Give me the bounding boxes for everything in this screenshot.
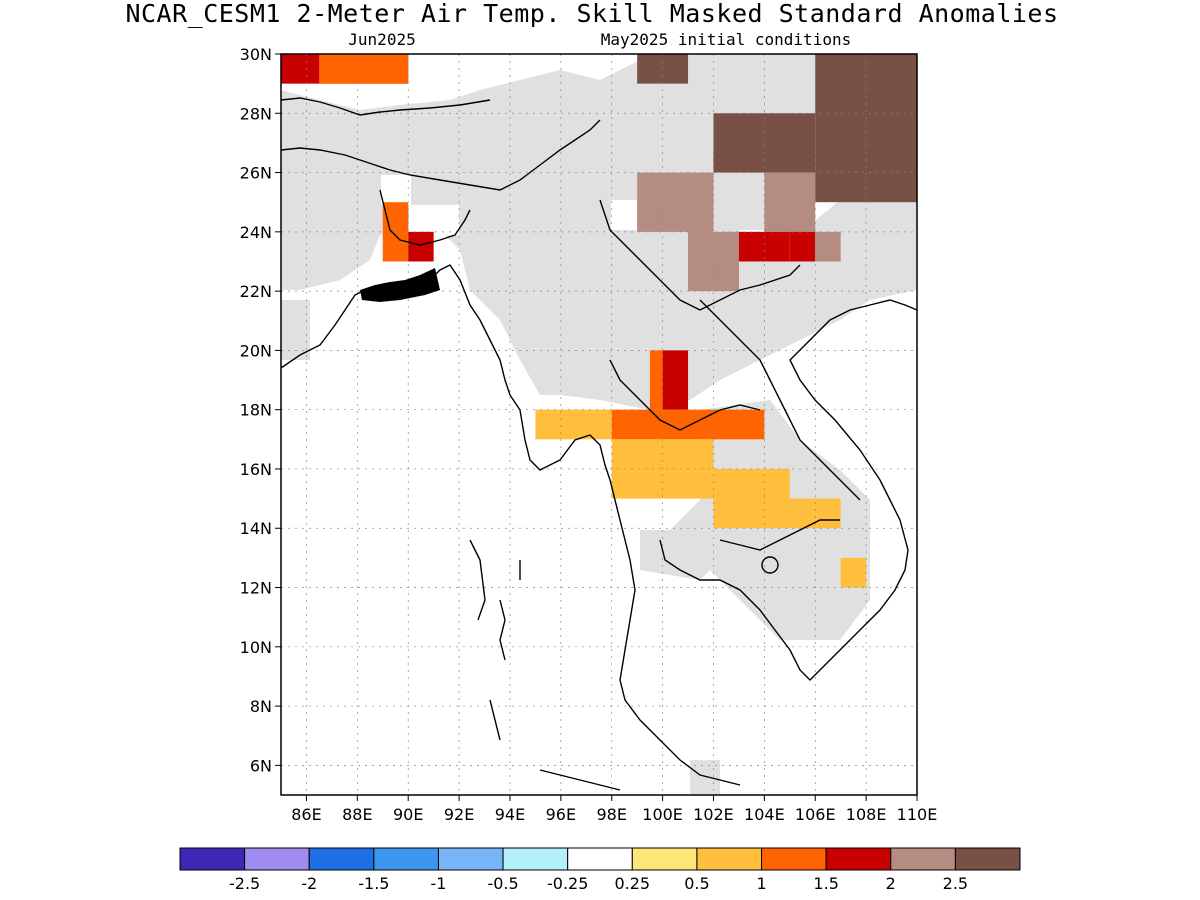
x-tick-label: 100E xyxy=(642,805,683,824)
colorbar-swatch xyxy=(308,847,375,871)
x-tick-label: 88E xyxy=(342,805,372,824)
colorbar-swatch xyxy=(890,847,956,871)
colorbar-swatch xyxy=(696,847,763,871)
colorbar: -2.5 -2 -1.5 -1 -0.5 -0.25 0.25 0.5 1 1.5 2 2.5 xyxy=(179,847,1021,893)
colorbar-label: -0.5 xyxy=(487,874,518,893)
target-month-label: Jun2025 xyxy=(348,30,415,49)
colorbar-swatch xyxy=(437,847,504,871)
anomaly-region-7 xyxy=(535,409,612,440)
colorbar-swatch xyxy=(567,847,633,871)
colorbar-swatch xyxy=(244,847,310,871)
x-tick-label: 90E xyxy=(393,805,423,824)
x-tick-label: 108E xyxy=(846,805,887,824)
anomaly-region-12 xyxy=(637,172,714,232)
map-title: NCAR_CESM1 2-Meter Air Temp. Skill Maske… xyxy=(125,0,1058,28)
initial-conditions-label: May2025 initial conditions xyxy=(601,30,851,49)
x-axis: 86E 88E 90E 92E 94E 96E 98E 100E 102E 104E 106E 108… xyxy=(291,795,937,824)
y-axis: 6N 8N 10N 12N 14N 16N 18N 20N 22N 24N 26N 28N 30N xyxy=(240,45,281,775)
map-frame xyxy=(280,53,918,796)
anomaly-region-14 xyxy=(713,113,816,173)
colorbar-swatch xyxy=(631,847,698,871)
colorbar-swatch xyxy=(502,847,569,871)
y-tick-label: 22N xyxy=(240,282,272,301)
y-tick-label: 24N xyxy=(240,223,272,242)
anomaly-region-1 xyxy=(319,54,409,84)
colorbar-label: -2.5 xyxy=(229,874,260,893)
colorbar-label: -1.5 xyxy=(358,874,389,893)
anomaly-region-9 xyxy=(713,468,790,529)
anomaly-region-17 xyxy=(789,231,816,262)
x-tick-label: 106E xyxy=(795,805,836,824)
anomaly-region-20 xyxy=(815,54,917,203)
y-tick-label: 18N xyxy=(240,401,272,420)
colorbar-swatch xyxy=(825,847,892,871)
y-tick-label: 26N xyxy=(240,164,272,183)
colorbar-label: 2 xyxy=(886,874,896,893)
colorbar-label: -0.25 xyxy=(547,874,588,893)
x-tick-label: 92E xyxy=(444,805,474,824)
colorbar-label: -2 xyxy=(301,874,317,893)
colorbar-swatch xyxy=(761,847,827,871)
colorbar-label: 2.5 xyxy=(943,874,968,893)
x-tick-label: 94E xyxy=(495,805,525,824)
colorbar-swatch xyxy=(954,847,1021,871)
colorbar-label: 0.25 xyxy=(614,874,650,893)
y-tick-label: 6N xyxy=(250,756,272,775)
colorbar-label: 1.5 xyxy=(813,874,838,893)
anomaly-region-18 xyxy=(815,231,841,262)
x-tick-label: 110E xyxy=(897,805,938,824)
y-tick-label: 8N xyxy=(250,697,272,716)
y-tick-label: 10N xyxy=(240,638,272,657)
y-tick-label: 28N xyxy=(240,104,272,123)
colorbar-label: 1 xyxy=(756,874,766,893)
coastlines-and-borders xyxy=(281,97,917,791)
anomaly-region-5 xyxy=(662,350,689,410)
colorbar-swatch xyxy=(179,847,246,871)
anomaly-region-13 xyxy=(688,231,739,292)
x-tick-label: 96E xyxy=(546,805,576,824)
y-tick-label: 30N xyxy=(240,45,272,64)
colorbar-label: 0.5 xyxy=(684,874,709,893)
river-delta xyxy=(360,268,440,302)
anomaly-region-15 xyxy=(764,172,816,232)
y-tick-label: 20N xyxy=(240,341,272,360)
colorbar-label: -1 xyxy=(430,874,446,893)
x-tick-label: 98E xyxy=(596,805,626,824)
x-tick-label: 102E xyxy=(693,805,734,824)
map-area xyxy=(281,54,917,795)
x-tick-label: 104E xyxy=(744,805,785,824)
y-tick-label: 12N xyxy=(240,579,272,598)
y-tick-label: 16N xyxy=(240,460,272,479)
y-tick-label: 14N xyxy=(240,519,272,538)
colorbar-swatch xyxy=(373,847,439,871)
x-tick-label: 86E xyxy=(291,805,321,824)
anomaly-region-11 xyxy=(840,557,867,588)
anomaly-region-6 xyxy=(611,409,765,440)
anomaly-region-3 xyxy=(408,231,434,262)
